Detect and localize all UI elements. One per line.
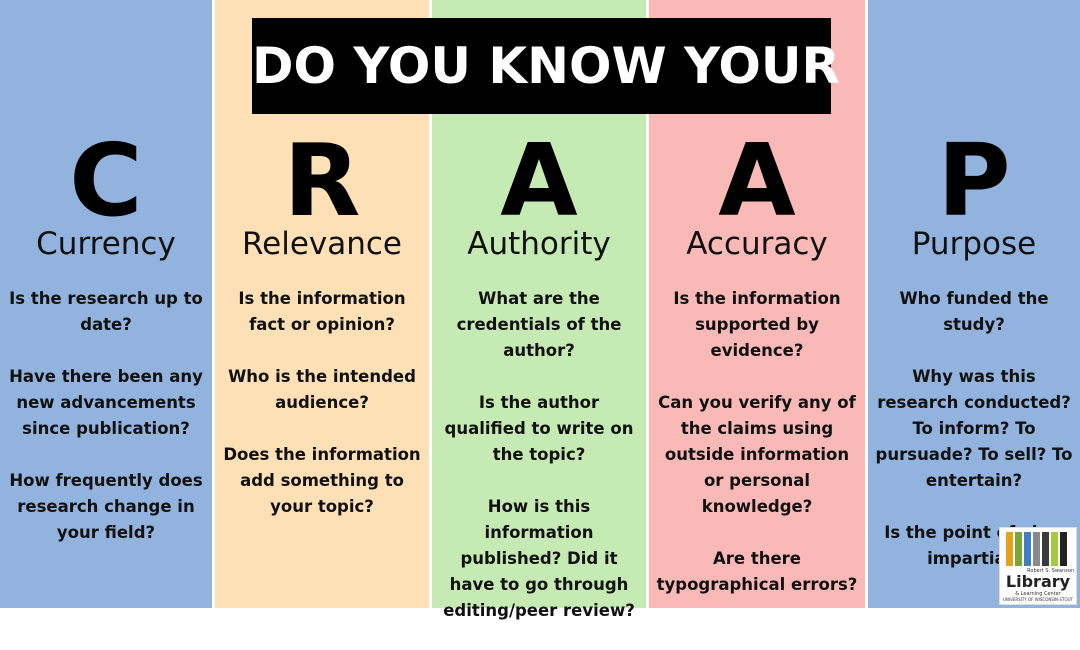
question: Why was this research conducted? To info… [875, 367, 1073, 490]
question: Is the research up to date? [9, 289, 203, 334]
letter-a: A [500, 122, 578, 239]
library-logo: Robert S. Swanson Library & Learning Cen… [999, 527, 1077, 605]
questions-purpose: Who funded the study? Why was this resea… [872, 286, 1076, 598]
question: Who is the intended audience? [228, 367, 416, 412]
logo-bar [1042, 532, 1049, 566]
question: Who funded the study? [899, 289, 1049, 334]
questions-relevance: Is the information fact or opinion? Who … [219, 286, 425, 546]
question: Are there typographical errors? [656, 549, 858, 594]
word-authority: Authority [467, 226, 611, 262]
questions-accuracy: Is the information supported by evidence… [653, 286, 861, 624]
logo-small-text: Robert S. Swanson [1027, 568, 1074, 574]
logo-bar [1033, 532, 1040, 566]
logo-subtitle: & Learning Center [1015, 591, 1061, 597]
word-currency: Currency [36, 226, 176, 262]
letter-p: P [937, 122, 1011, 239]
question: Is the author qualified to write on the … [444, 393, 634, 464]
word-relevance: Relevance [241, 226, 402, 262]
column-currency: C Currency Is the research up to date? H… [0, 0, 212, 608]
logo-university: UNIVERSITY OF WISCONSIN-STOUT [1002, 597, 1073, 602]
question: How frequently does research change in y… [9, 471, 203, 542]
question: Can you verify any of the claims using o… [658, 393, 856, 516]
logo-bar [1024, 532, 1031, 566]
logo-bar [1015, 532, 1022, 566]
questions-currency: Is the research up to date? Have there b… [4, 286, 208, 572]
letter-c: C [69, 122, 143, 239]
question: Is the information fact or opinion? [238, 289, 406, 334]
letter-r: R [283, 122, 361, 239]
column-purpose: P Purpose Who funded the study? Why was … [868, 0, 1080, 608]
question: How is this information published? Did i… [443, 497, 635, 620]
letter-a: A [718, 122, 796, 239]
question: Does the information add something to yo… [223, 445, 421, 516]
questions-authority: What are the credentials of the author? … [436, 286, 642, 650]
page-title: DO YOU KNOW YOUR [252, 18, 840, 114]
logo-bar [1060, 532, 1067, 566]
word-accuracy: Accuracy [686, 226, 828, 262]
logo-name: Library [1005, 572, 1071, 591]
question: Is the information supported by evidence… [673, 289, 841, 360]
word-purpose: Purpose [911, 226, 1037, 262]
logo-bar [1006, 532, 1013, 566]
logo-bar [1051, 532, 1058, 566]
question: Have there been any new advancements sin… [9, 367, 203, 438]
question: What are the credentials of the author? [456, 289, 622, 360]
